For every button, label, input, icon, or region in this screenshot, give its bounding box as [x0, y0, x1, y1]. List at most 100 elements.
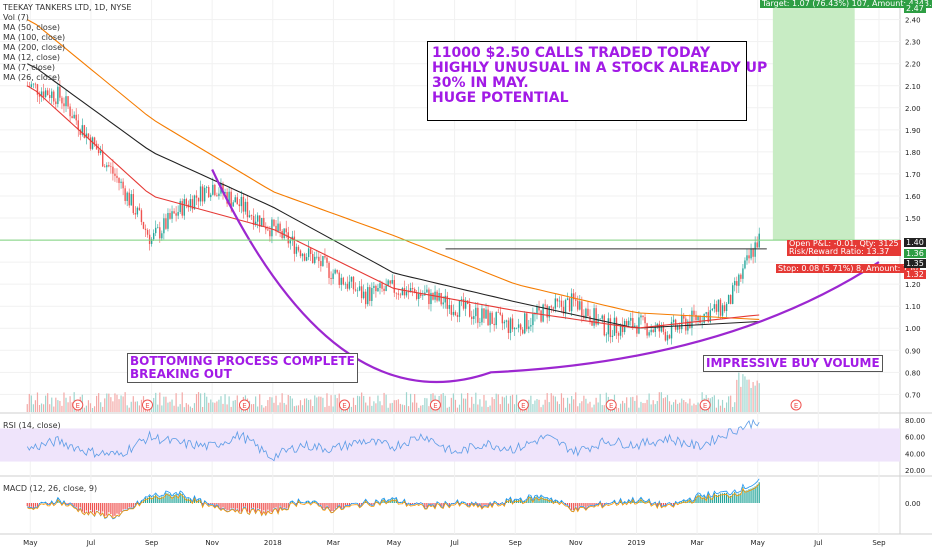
candle-body [195, 195, 198, 198]
volume-bar [632, 396, 634, 412]
volume-bar [650, 404, 652, 412]
volume-bar [230, 406, 232, 412]
volume-bar [28, 393, 30, 412]
macd-histogram-bar [546, 498, 548, 503]
macd-histogram-bar [587, 503, 589, 507]
macd-histogram-bar [34, 503, 37, 507]
volume-bar [320, 396, 322, 412]
candle-body [725, 303, 728, 312]
macd-histogram-bar [246, 503, 249, 512]
volume-bar [634, 400, 636, 412]
macd-histogram-bar [591, 503, 593, 506]
note-line-2: HIGHLY UNUSUAL IN A STOCK ALREADY UP [432, 60, 768, 76]
macd-histogram-bar [564, 503, 567, 505]
candle-body [687, 321, 689, 331]
macd-histogram-bar [734, 491, 736, 503]
candle-body [277, 223, 279, 232]
candle-body [550, 306, 552, 308]
volume-bar [477, 404, 479, 412]
volume-bar [511, 394, 514, 412]
volume-bar [208, 402, 210, 412]
macd-histogram-bar [110, 503, 112, 515]
volume-bar [259, 394, 261, 412]
volume-bar [218, 399, 220, 412]
candle-body [144, 228, 147, 231]
volume-bar [226, 404, 228, 412]
volume-bar [550, 393, 552, 412]
candle-body [642, 315, 644, 318]
macd-histogram-bar [118, 503, 120, 515]
volume-bar [469, 407, 471, 412]
candle-body [664, 331, 667, 341]
candle-body [487, 309, 489, 326]
volume-bar [675, 399, 677, 412]
candle-body [30, 84, 33, 87]
volume-bar [206, 396, 208, 412]
candle-body [348, 281, 351, 289]
macd-histogram-bar [83, 503, 85, 514]
candle-body [110, 166, 112, 167]
volume-bar [389, 403, 391, 412]
volume-bar [717, 399, 720, 412]
macd-histogram-bar [577, 503, 579, 510]
y-tick-label: 1.00 [905, 325, 921, 333]
macd-histogram-bar [273, 503, 275, 509]
axes: 0.700.800.901.001.101.201.301.401.501.60… [23, 17, 925, 547]
volume-bar [83, 407, 85, 412]
volume-bar [534, 400, 536, 412]
y-tick-label: 1.90 [905, 127, 921, 135]
macd-histogram-bar [67, 503, 69, 505]
candle-body [666, 335, 669, 341]
volume-bar [330, 395, 332, 412]
macd-histogram-bar [81, 503, 83, 512]
macd-histogram-bar [263, 503, 265, 511]
volume-bar [666, 395, 669, 412]
candle-body [752, 249, 754, 257]
macd-histogram-bar [230, 503, 232, 509]
candle-body [346, 283, 349, 289]
candle-body [566, 298, 569, 300]
macd-histogram-bar [681, 501, 683, 503]
candle-body [532, 313, 534, 326]
macd-histogram-bar [326, 503, 328, 506]
volume-bar [100, 402, 102, 412]
macd-histogram-bar [308, 501, 310, 503]
macd-histogram-bar [440, 503, 442, 507]
volume-bar [363, 395, 365, 412]
candle-body [418, 293, 420, 300]
candle-body [430, 292, 432, 305]
candle-body [754, 242, 756, 257]
candle-body [344, 283, 347, 285]
candle-body [711, 308, 714, 311]
volume-bar [581, 401, 583, 412]
macd-histogram-bar [571, 503, 573, 510]
volume-bar [293, 406, 295, 412]
volume-bar [236, 395, 238, 412]
macd-histogram-bar [679, 501, 681, 503]
earnings-marker-label: E [145, 402, 149, 410]
macd-histogram-bar [320, 503, 322, 506]
volume-bars [26, 372, 760, 412]
candle-body [104, 166, 106, 168]
volume-bar [354, 405, 357, 412]
volume-bar [736, 379, 738, 412]
macd-histogram-bar [116, 503, 118, 514]
macd-line [27, 478, 760, 520]
macd-histogram-bar [318, 503, 320, 505]
volume-bar [318, 396, 320, 412]
candle-body [222, 183, 224, 194]
candle-body [515, 327, 518, 329]
macd-histogram-bar [112, 503, 114, 517]
volume-bar [462, 398, 465, 412]
volume-bar [509, 395, 512, 412]
y-tick-label: 0.80 [905, 369, 921, 377]
candle-body [613, 317, 616, 336]
candle-body [413, 289, 416, 293]
volume-bar [261, 405, 263, 412]
volume-bar [348, 405, 351, 412]
x-tick-label: May [750, 539, 764, 547]
volume-bar [102, 406, 104, 412]
volume-bar [615, 407, 618, 412]
